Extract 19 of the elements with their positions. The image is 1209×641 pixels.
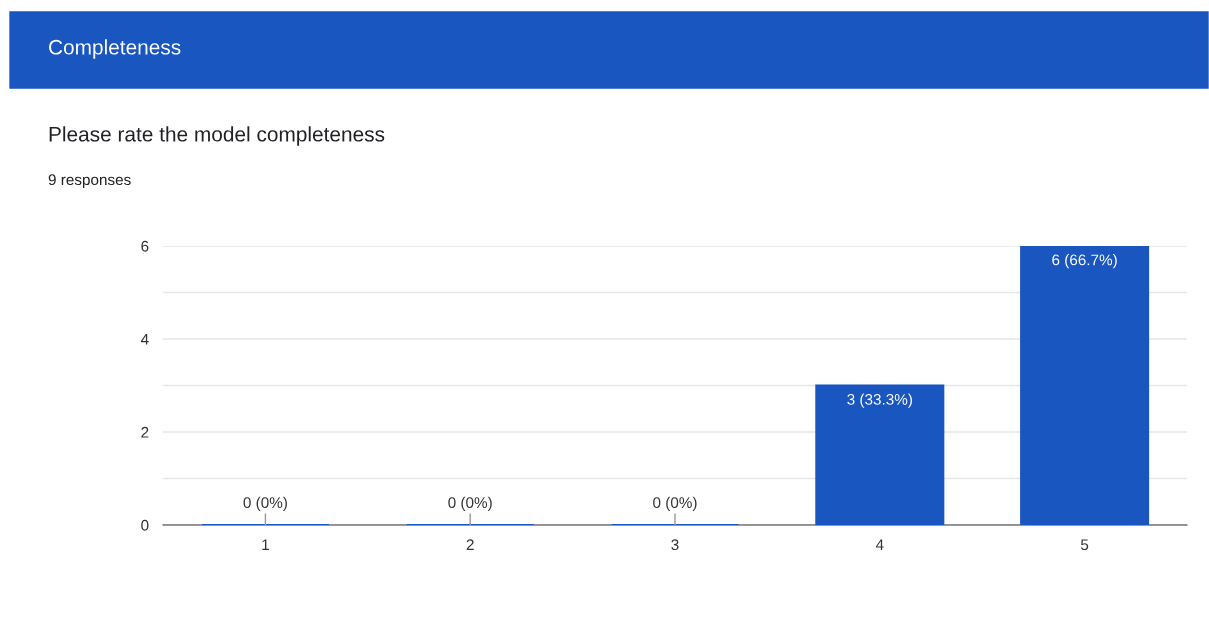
data-label: 0 (0%) <box>653 496 697 512</box>
data-label: 6 (66.7%) <box>1052 254 1117 269</box>
x-tick-label: 3 <box>671 539 679 551</box>
y-tick-label: 4 <box>140 334 149 345</box>
y-tick-label: 2 <box>141 426 149 438</box>
bar <box>1020 246 1150 525</box>
data-label: 0 (0%) <box>243 496 287 512</box>
data-label: 3 (33.3%) <box>847 393 912 408</box>
y-tick-label: 6 <box>141 240 149 252</box>
x-tick-label: 4 <box>875 539 884 550</box>
x-tick-label: 2 <box>466 539 474 550</box>
data-label: 0 (0%) <box>448 496 492 512</box>
bar <box>815 384 945 525</box>
x-tick-label: 5 <box>1080 539 1089 551</box>
x-tick-label: 1 <box>262 539 269 550</box>
chart-subtitle: Please rate the model completeness <box>49 126 385 146</box>
y-tick-label: 0 <box>141 519 149 531</box>
text: 9 responses <box>48 174 131 189</box>
chart-title: Completeness <box>49 39 181 59</box>
